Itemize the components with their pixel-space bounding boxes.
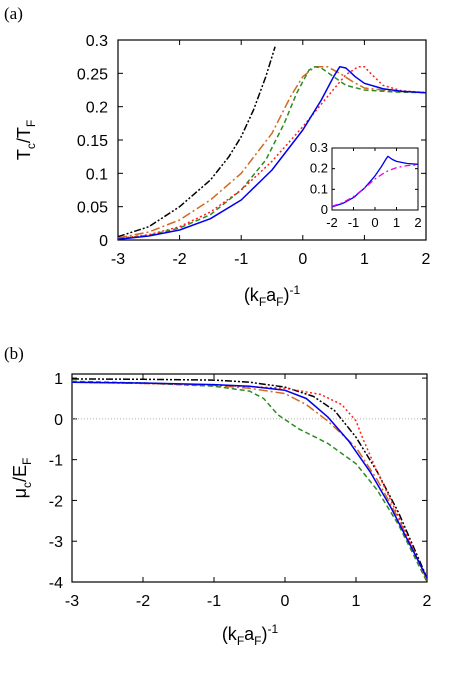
- a-y-tick-label: 0: [99, 233, 108, 250]
- b-y-tick-label: -3: [49, 534, 63, 551]
- x-axis-label-b: (kFaF)-1: [222, 622, 279, 648]
- b-series-line-2: [72, 381, 427, 581]
- a-x-tick-label: 1: [360, 251, 369, 268]
- a-x-tick-label: 0: [298, 251, 307, 268]
- a-y-tick-label: 0.1: [86, 166, 108, 183]
- inset-x-tick-label: 0: [371, 215, 378, 230]
- inset-series-group: [331, 155, 419, 208]
- a-series-line-2: [118, 65, 426, 239]
- a-x-tick-label: 2: [422, 251, 431, 268]
- b-x-tick-label: 0: [281, 593, 290, 610]
- inset-y-tick-label: 0.1: [310, 181, 328, 196]
- b-x-tick-label: -1: [207, 593, 221, 610]
- b-y-tick-label: 1: [54, 371, 63, 388]
- axes-a: -3 -2 -1 0 1 200.050.10.150.20.250.3: [77, 33, 431, 268]
- b-series-line-3: [72, 380, 427, 582]
- inset-series-line-1: [331, 155, 419, 208]
- b-x-tick-label: -2: [136, 593, 150, 610]
- a-y-tick-label: 0.15: [77, 133, 108, 150]
- inset-y-tick-label: 0: [321, 202, 328, 217]
- series-lines-a: [118, 46, 426, 240]
- b-y-tick-label: -1: [49, 453, 63, 470]
- y-axis-label-b: μc/EF: [10, 458, 34, 499]
- b-x-tick-label: 2: [423, 593, 432, 610]
- series-group-b: [72, 378, 427, 582]
- inset-axes: -2 -1 0 1 200.10.20.3: [310, 140, 422, 230]
- a-series-line-5: [118, 65, 426, 240]
- a-y-tick-label: 0.25: [77, 66, 108, 83]
- inset-x-tick-label: -1: [348, 215, 360, 230]
- a-x-tick-label: -2: [172, 251, 186, 268]
- inset-y-tick-label: 0.3: [310, 140, 328, 155]
- b-y-tick-label: -4: [49, 575, 63, 592]
- b-y-tick-label: -2: [49, 493, 63, 510]
- a-series-line-4: [118, 65, 426, 240]
- panel-a-label: (a): [4, 4, 23, 23]
- a-series-line-1: [118, 46, 276, 238]
- b-x-tick-label: -3: [65, 593, 79, 610]
- x-axis-label-a: (kFaF)-1: [244, 283, 301, 309]
- axes-b: -3 -2 -1 0 1 210-1-2-3-4: [49, 371, 432, 610]
- a-x-tick-label: -3: [111, 251, 125, 268]
- chart-panel-a: -3 -2 -1 0 1 200.050.10.150.20.250.3 Tc/TF (k…: [14, 33, 431, 309]
- a-y-tick-label: 0.2: [86, 100, 108, 117]
- plot-area-b: [71, 373, 428, 583]
- y-axis-label-a: Tc/TF: [14, 120, 38, 160]
- inset-series-line-2: [331, 164, 419, 207]
- a-x-tick-label: -1: [234, 251, 248, 268]
- series-group-a: [118, 46, 426, 240]
- b-x-tick-label: 1: [352, 593, 361, 610]
- b-series-line-5: [72, 381, 427, 579]
- series-lines-b: [72, 378, 427, 582]
- chart-panel-b: -3 -2 -1 0 1 210-1-2-3-4 μc/EF (kFaF)-1: [10, 371, 432, 648]
- inset-chart: -2 -1 0 1 200.10.20.3: [310, 140, 422, 230]
- a-y-tick-label: 0.05: [77, 200, 108, 217]
- panel-b-label: (b): [4, 344, 24, 363]
- b-y-tick-label: 0: [54, 412, 63, 429]
- inset-x-tick-label: 1: [393, 215, 400, 230]
- b-series-line-4: [72, 381, 427, 581]
- a-y-tick-label: 0.3: [86, 33, 108, 50]
- inset-x-tick-label: 2: [414, 215, 421, 230]
- inset-x-tick-label: -2: [326, 215, 338, 230]
- inset-y-tick-label: 0.2: [310, 161, 328, 176]
